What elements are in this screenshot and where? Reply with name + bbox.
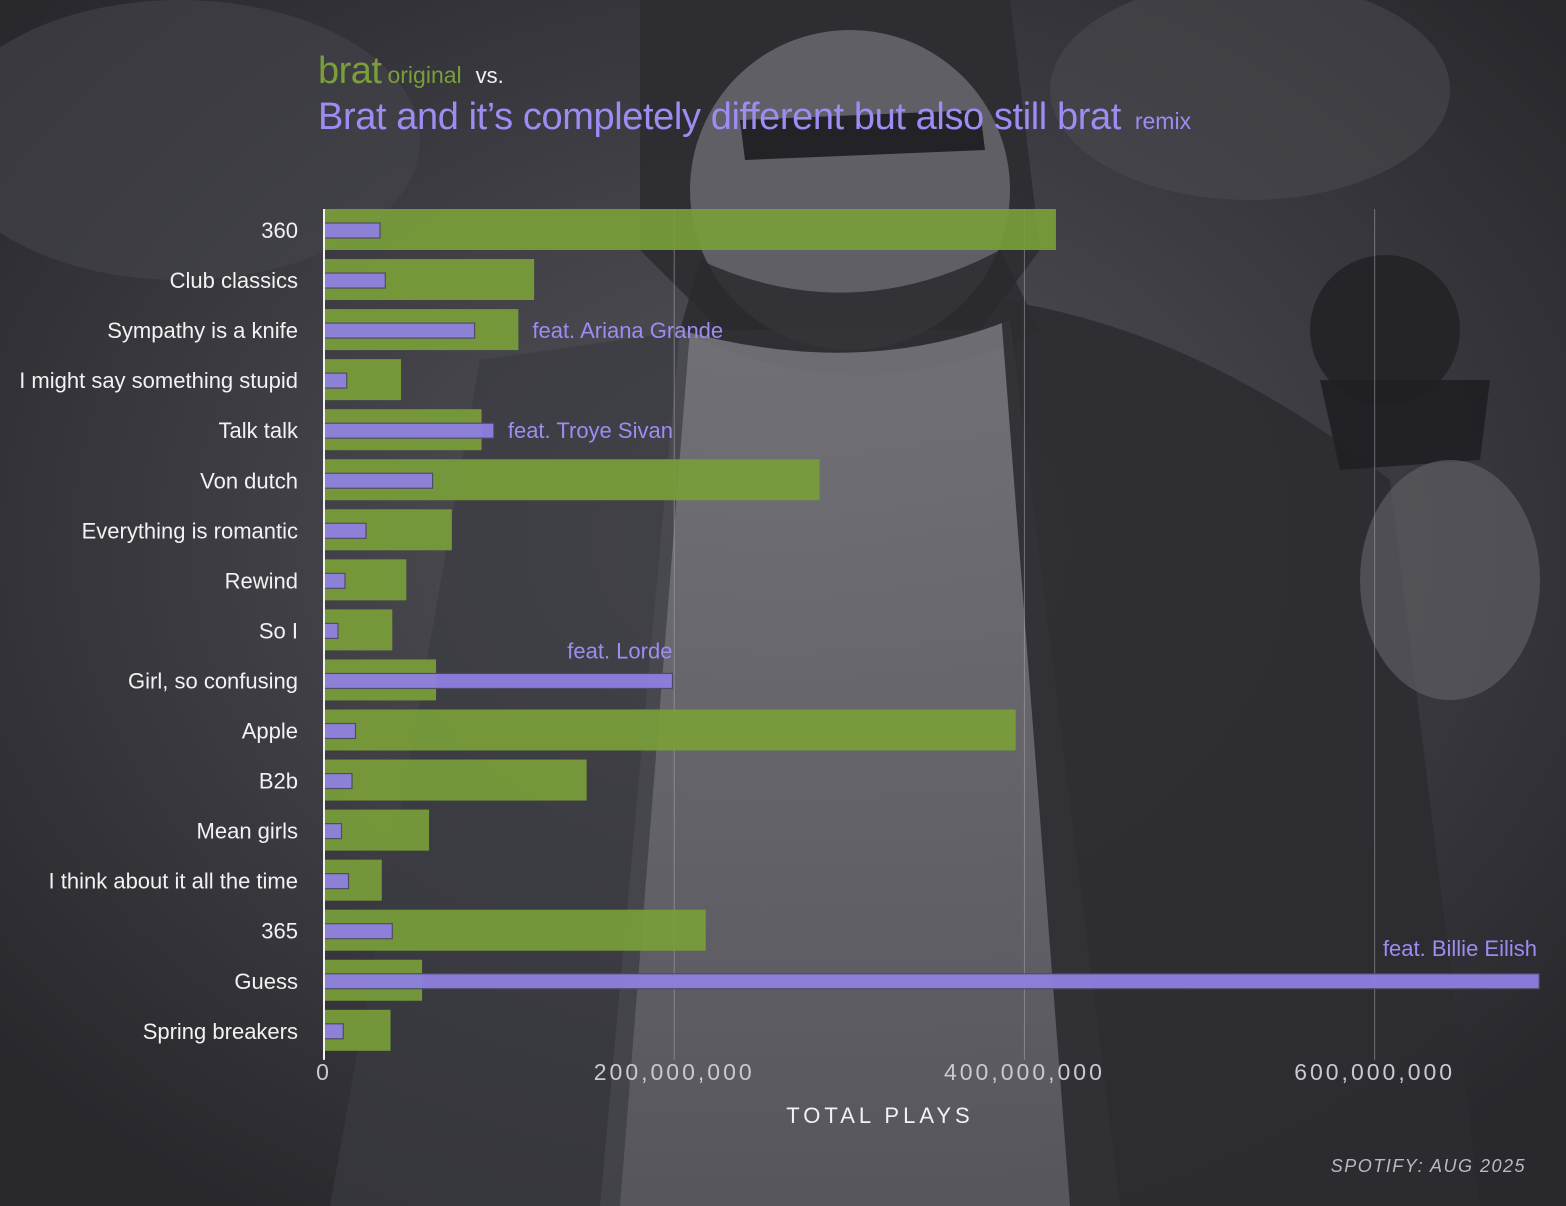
bar-remix: [323, 572, 346, 589]
bar-remix: [323, 772, 353, 790]
category-label: 360: [261, 218, 298, 243]
bar-remix: [323, 322, 476, 339]
bar-remix: [323, 222, 381, 239]
category-label: 365: [261, 919, 298, 944]
bar-remix: [323, 923, 393, 940]
bar-remix: [323, 272, 386, 289]
category-label: Guess: [234, 969, 298, 994]
bar-remix: [323, 372, 348, 389]
x-tick-label: 200,000,000: [594, 1059, 755, 1085]
category-label: Mean girls: [197, 819, 298, 844]
x-tick-label: 600,000,000: [1294, 1059, 1455, 1085]
title-original-name: brat: [318, 50, 382, 92]
bar-remix: [323, 522, 367, 539]
feature-annotation: feat. Billie Eilish: [1383, 936, 1537, 961]
category-label: Everything is romantic: [82, 518, 298, 543]
bar-remix: [323, 822, 343, 840]
feature-annotation: feat. Troye Sivan: [508, 418, 673, 443]
bar-remix: [323, 422, 495, 439]
title-vs: vs.: [475, 63, 504, 88]
category-label: Talk talk: [219, 418, 299, 443]
category-label: B2b: [259, 769, 298, 794]
category-label: Von dutch: [200, 468, 298, 493]
category-label: Apple: [242, 719, 298, 744]
source-note: SPOTIFY: AUG 2025: [1330, 1156, 1526, 1176]
chart-title: brat original vs. Brat and it’s completely…: [318, 50, 1191, 139]
bar-remix: [323, 472, 434, 489]
title-remix-name: Brat and it’s completely different but a…: [318, 96, 1121, 138]
bar-remix: [323, 873, 350, 890]
x-axis-label: TOTAL PLAYS: [786, 1103, 973, 1128]
bar-original: [324, 709, 1016, 751]
category-label: Spring breakers: [143, 1019, 298, 1044]
feature-annotation: feat. Lorde: [567, 638, 672, 663]
title-original-tag: original: [387, 62, 462, 88]
title-remix-tag: remix: [1134, 108, 1192, 134]
bar-remix: [323, 1023, 344, 1040]
feature-annotation: feat. Ariana Grande: [532, 318, 723, 343]
category-label: I might say something stupid: [19, 368, 298, 393]
category-label: Girl, so confusing: [128, 668, 298, 693]
bar-original: [324, 209, 1056, 250]
category-label: Club classics: [170, 268, 298, 293]
bar-remix: [323, 622, 339, 640]
bar-remix: [323, 722, 357, 740]
bar-remix: [323, 672, 674, 690]
category-label: So I: [259, 618, 298, 643]
category-label: Sympathy is a knife: [107, 318, 298, 343]
bar-original: [324, 759, 587, 801]
title-line-remix: Brat and it’s completely different but a…: [318, 96, 1191, 139]
bar-remix: [323, 973, 1540, 990]
title-line-original: brat original vs.: [318, 50, 1191, 96]
category-label: I think about it all the time: [49, 869, 298, 894]
x-tick-label: 0: [316, 1059, 332, 1085]
category-label: Rewind: [225, 568, 298, 593]
x-tick-label: 400,000,000: [944, 1059, 1105, 1085]
